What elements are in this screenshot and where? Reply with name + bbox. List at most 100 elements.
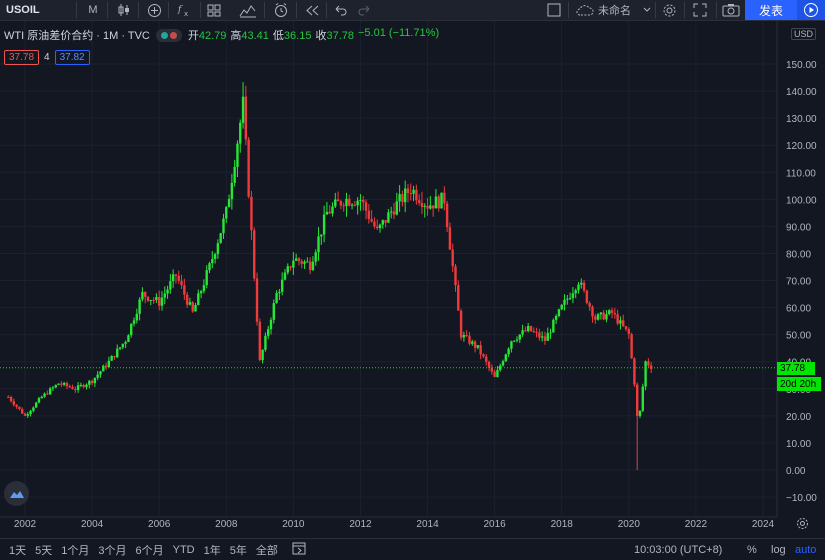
candle-body (227, 199, 231, 208)
log-scale-button[interactable]: log (771, 544, 786, 556)
candle-body (594, 316, 597, 320)
candle-body (155, 296, 158, 301)
time-tick-label: 2012 (349, 519, 372, 530)
candle-body (253, 230, 256, 279)
symbol-search-button[interactable]: USOIL (6, 4, 40, 16)
camera-icon[interactable] (721, 0, 741, 20)
candle-body (619, 320, 622, 324)
candle-body (524, 330, 527, 332)
close-label: 收 (315, 30, 327, 42)
range-3m[interactable]: 3个月 (98, 544, 127, 557)
tradingview-logo-icon[interactable] (4, 481, 29, 506)
select-checkbox-icon[interactable] (546, 0, 562, 20)
candle-body (348, 198, 351, 206)
goto-date-icon[interactable] (292, 541, 306, 558)
candle-body (490, 367, 494, 372)
undo-icon[interactable] (333, 0, 349, 20)
candle-body (51, 387, 55, 389)
indicator-value-red[interactable]: 37.78 (4, 50, 40, 65)
candle-body (457, 285, 460, 311)
candle-body (278, 291, 281, 293)
candle-body (353, 204, 357, 206)
candle-body (88, 380, 91, 385)
price-axis: 150.00 140.00 130.00 120.00 110.00 100.00 90.0… (786, 60, 817, 504)
series-title[interactable]: WTI 原油差价合约 · 1M · TVC (4, 30, 150, 42)
candle-body (350, 204, 354, 206)
range-all[interactable]: 全部 (255, 544, 278, 557)
candle-body (336, 199, 340, 202)
candle-body (468, 335, 471, 344)
candle-body (7, 396, 10, 398)
candle-body (381, 220, 385, 225)
candle-body (48, 388, 52, 395)
candle-body (602, 312, 605, 320)
range-5y[interactable]: 5年 (229, 544, 247, 557)
candle-body (454, 266, 457, 286)
visibility-toggle[interactable] (155, 28, 182, 42)
gear-icon[interactable] (796, 517, 809, 533)
redo-icon[interactable] (356, 0, 372, 20)
candle-body (208, 263, 211, 271)
range-1y[interactable]: 1年 (203, 544, 221, 557)
candle-body (501, 361, 505, 366)
candle-body (199, 291, 203, 294)
indicator-legend: 37.78 4 37.82 (4, 50, 90, 65)
candle-body (191, 302, 194, 312)
range-5d[interactable]: 5天 (35, 544, 53, 557)
candle-body (448, 227, 452, 250)
play-circle-icon[interactable] (797, 0, 825, 20)
candle-style-icon[interactable] (116, 0, 132, 20)
candle-body (345, 198, 348, 207)
candle-body (60, 383, 63, 385)
range-1m[interactable]: 1个月 (61, 544, 90, 557)
range-ytd[interactable]: YTD (172, 543, 195, 556)
percent-scale-button[interactable]: % (747, 544, 757, 556)
chart-properties-icon[interactable] (238, 0, 258, 20)
range-6m[interactable]: 6个月 (135, 544, 164, 557)
interval-button[interactable]: M (88, 4, 98, 16)
publish-button[interactable]: 发表 (745, 0, 797, 20)
candle-body (9, 396, 13, 402)
toolbar-divider (684, 2, 685, 18)
timezone-clock[interactable]: 10:03:00 (UTC+8) (634, 544, 723, 556)
candle-body (540, 336, 544, 338)
currency-badge[interactable]: USD (791, 28, 817, 40)
alert-clock-icon[interactable] (272, 0, 290, 20)
candle-body (554, 316, 558, 320)
fullscreen-expand-icon[interactable] (692, 0, 708, 20)
candle-body (538, 332, 541, 338)
candle-body (401, 194, 404, 203)
layout-name-label: 未命名 (598, 5, 631, 17)
candle-body (479, 345, 482, 355)
candle-body (169, 281, 172, 290)
candle-body (74, 389, 77, 391)
low-value: 36.15 (283, 30, 312, 42)
price-chart[interactable]: 150.00 140.00 130.00 120.00 110.00 100.00 90.0… (0, 21, 825, 538)
candle-body (588, 303, 591, 307)
template-icon[interactable] (206, 0, 222, 20)
compare-add-icon[interactable] (146, 0, 162, 20)
high-value: 43.41 (241, 30, 269, 42)
last-price-label: 37.78 (777, 362, 815, 375)
candle-body (367, 210, 371, 220)
range-1d[interactable]: 1天 (9, 544, 27, 557)
replay-icon[interactable] (304, 0, 320, 20)
gear-icon[interactable] (661, 0, 677, 20)
indicator-value-blue[interactable]: 37.82 (54, 50, 90, 65)
toolbar-divider (76, 2, 77, 18)
auto-scale-button[interactable]: auto (795, 544, 817, 556)
candle-body (560, 304, 563, 310)
layout-menu-button[interactable]: 未命名 (576, 0, 651, 20)
candle-body (188, 302, 192, 305)
toolbar-divider (264, 2, 265, 18)
candle-body (362, 199, 365, 203)
candle-body (96, 374, 99, 378)
candle-body (177, 275, 180, 281)
candle-body (415, 189, 418, 201)
candle-body (317, 236, 320, 253)
candle-body (557, 309, 561, 317)
candle-body (624, 326, 628, 330)
candle-body (596, 314, 600, 320)
candle-body (591, 306, 594, 317)
